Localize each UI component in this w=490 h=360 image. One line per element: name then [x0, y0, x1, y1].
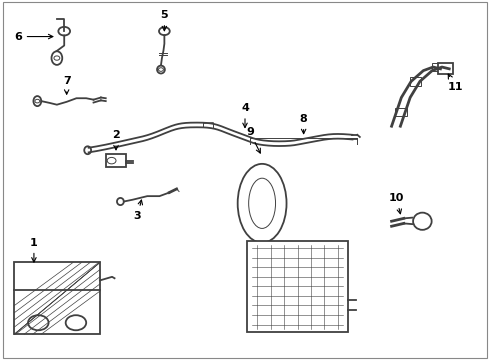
- Text: 5: 5: [161, 10, 168, 31]
- Circle shape: [159, 68, 163, 71]
- Ellipse shape: [117, 198, 124, 205]
- Bar: [432, 63, 443, 71]
- Bar: [106, 154, 126, 167]
- Circle shape: [159, 27, 170, 35]
- Text: 9: 9: [246, 127, 260, 153]
- Ellipse shape: [33, 96, 41, 106]
- Text: 6: 6: [14, 32, 53, 41]
- Ellipse shape: [238, 164, 287, 243]
- Circle shape: [107, 157, 116, 164]
- Bar: [438, 63, 453, 74]
- Ellipse shape: [248, 178, 275, 228]
- Text: 1: 1: [30, 238, 38, 262]
- Bar: [395, 108, 407, 116]
- Text: 11: 11: [447, 74, 463, 92]
- Ellipse shape: [84, 146, 91, 154]
- Bar: [410, 77, 421, 86]
- Circle shape: [28, 315, 49, 330]
- Circle shape: [35, 99, 40, 103]
- Text: 10: 10: [389, 193, 404, 214]
- Ellipse shape: [157, 66, 165, 73]
- Ellipse shape: [413, 213, 432, 230]
- Bar: [14, 262, 100, 334]
- Bar: [247, 241, 347, 332]
- Ellipse shape: [51, 51, 62, 65]
- Text: 8: 8: [300, 114, 308, 134]
- Text: 7: 7: [63, 76, 71, 94]
- Circle shape: [54, 56, 60, 60]
- Text: 4: 4: [241, 103, 249, 127]
- Text: 3: 3: [134, 200, 143, 221]
- Circle shape: [66, 315, 86, 330]
- Circle shape: [58, 27, 70, 36]
- Text: 2: 2: [112, 130, 120, 150]
